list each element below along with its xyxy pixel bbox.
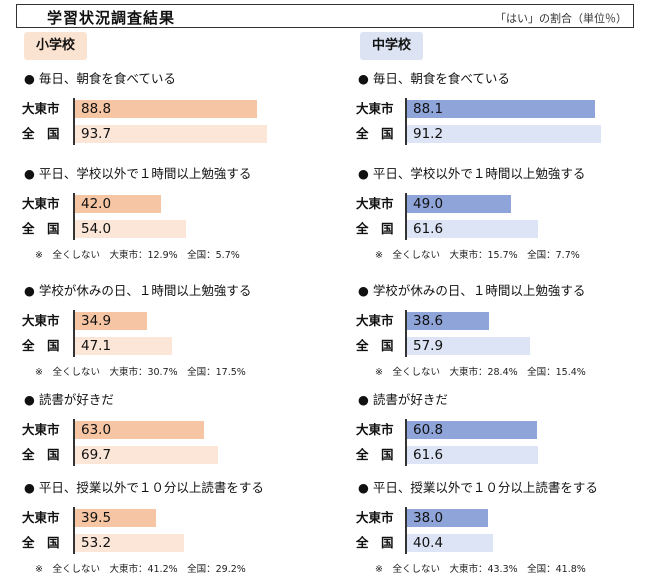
- bar-national: [407, 220, 539, 238]
- data-label: 38.0: [413, 510, 444, 526]
- row-label: 全 国: [356, 447, 394, 462]
- row-label: 大東市: [22, 422, 60, 437]
- bar-city: [407, 509, 488, 527]
- row-label: 全 国: [22, 338, 60, 353]
- bar-city: [75, 421, 205, 439]
- bar-national: [75, 125, 268, 143]
- bar-national: [407, 337, 531, 355]
- bar-city: [75, 509, 156, 527]
- data-label: 93.7: [81, 126, 112, 142]
- row-label: 大東市: [356, 313, 394, 328]
- row-label: 大東市: [22, 196, 60, 211]
- note-text: ※ 全くしない 大東市：15.7% 全国：7.7%: [375, 250, 580, 261]
- bar-city: [407, 312, 490, 330]
- axis-line: [73, 507, 75, 554]
- bar-national: [407, 534, 494, 552]
- data-label: 63.0: [81, 422, 112, 438]
- question-title: ● 学校が休みの日、１時間以上勉強する: [358, 283, 586, 298]
- question-title: ● 毎日、朝食を食べている: [358, 71, 510, 86]
- bar-national: [407, 446, 539, 464]
- data-label: 61.6: [413, 221, 444, 237]
- bar-city: [407, 195, 512, 213]
- question-title: ● 平日、授業以外で１０分以上読書をする: [24, 480, 264, 495]
- data-label: 88.8: [81, 101, 112, 117]
- data-label: 57.9: [413, 338, 444, 354]
- note-text: ※ 全くしない 大東市：28.4% 全国：15.4%: [375, 367, 586, 378]
- bar-city: [407, 421, 537, 439]
- row-label: 全 国: [22, 535, 60, 550]
- data-label: 40.4: [413, 535, 444, 551]
- bar-national: [407, 125, 602, 143]
- bar-city: [75, 312, 147, 330]
- axis-line: [73, 419, 75, 466]
- row-label: 全 国: [22, 221, 60, 236]
- row-label: 大東市: [22, 510, 60, 525]
- data-label: 39.5: [81, 510, 112, 526]
- row-label: 全 国: [356, 338, 394, 353]
- junior-high-school-chart: 中学校 ● 毎日、朝食を食べている 大東市 88.1 全 国 91.2 ● 平日、学校以外…: [352, 32, 650, 577]
- question-title: ● 読書が好きだ: [358, 392, 448, 407]
- row-label: 大東市: [356, 510, 394, 525]
- elementary-school-title: 小学校: [24, 32, 88, 60]
- row-label: 全 国: [356, 535, 394, 550]
- question-title: ● 平日、授業以外で１０分以上読書をする: [358, 480, 598, 495]
- bar-national: [75, 220, 186, 238]
- question-title: ● 読書が好きだ: [24, 392, 114, 407]
- axis-line: [405, 310, 407, 357]
- page-title: 学習状況調査結果: [47, 9, 176, 27]
- question-title: ● 平日、学校以外で１時間以上勉強する: [24, 166, 252, 181]
- elementary-school-chart: 小学校 ● 毎日、朝食を食べている 大東市 88.8 全 国 93.7 ● 平日、学校以外…: [20, 32, 320, 577]
- axis-line: [405, 193, 407, 240]
- note-text: ※ 全くしない 大東市：41.2% 全国：29.2%: [35, 564, 246, 575]
- bar-national: [75, 337, 172, 355]
- data-label: 47.1: [81, 338, 112, 354]
- unit-note: 「はい」の割合（単位％）: [495, 12, 627, 25]
- row-label: 全 国: [356, 221, 394, 236]
- question-title: ● 学校が休みの日、１時間以上勉強する: [24, 283, 252, 298]
- row-label: 大東市: [22, 101, 60, 116]
- bar-city: [75, 100, 258, 118]
- axis-line: [73, 193, 75, 240]
- bar-city: [75, 195, 162, 213]
- data-label: 61.6: [413, 447, 444, 463]
- junior-high-school-title: 中学校: [360, 32, 424, 60]
- bar-national: [75, 446, 218, 464]
- data-label: 60.8: [413, 422, 444, 438]
- bar-city: [407, 100, 595, 118]
- question-title: ● 毎日、朝食を食べている: [24, 71, 176, 86]
- data-label: 34.9: [81, 313, 112, 329]
- axis-line: [73, 310, 75, 357]
- note-text: ※ 全くしない 大東市：12.9% 全国：5.7%: [35, 250, 240, 261]
- row-label: 全 国: [22, 126, 60, 141]
- row-label: 大東市: [356, 101, 394, 116]
- data-label: 91.2: [413, 126, 444, 142]
- data-label: 69.7: [81, 447, 112, 463]
- row-label: 大東市: [356, 422, 394, 437]
- row-label: 大東市: [356, 196, 394, 211]
- data-label: 88.1: [413, 101, 444, 117]
- axis-line: [405, 419, 407, 466]
- axis-line: [405, 98, 407, 145]
- row-label: 全 国: [356, 126, 394, 141]
- axis-line: [405, 507, 407, 554]
- data-label: 53.2: [81, 535, 112, 551]
- bar-national: [75, 534, 185, 552]
- header-box: 学習状況調査結果 「はい」の割合（単位％）: [16, 4, 634, 28]
- data-label: 49.0: [413, 196, 444, 212]
- note-text: ※ 全くしない 大東市：30.7% 全国：17.5%: [35, 367, 246, 378]
- note-text: ※ 全くしない 大東市：43.3% 全国：41.8%: [375, 564, 586, 575]
- data-label: 42.0: [81, 196, 112, 212]
- data-label: 38.6: [413, 313, 444, 329]
- axis-line: [73, 98, 75, 145]
- question-title: ● 平日、学校以外で１時間以上勉強する: [358, 166, 586, 181]
- data-label: 54.0: [81, 221, 112, 237]
- row-label: 全 国: [22, 447, 60, 462]
- row-label: 大東市: [22, 313, 60, 328]
